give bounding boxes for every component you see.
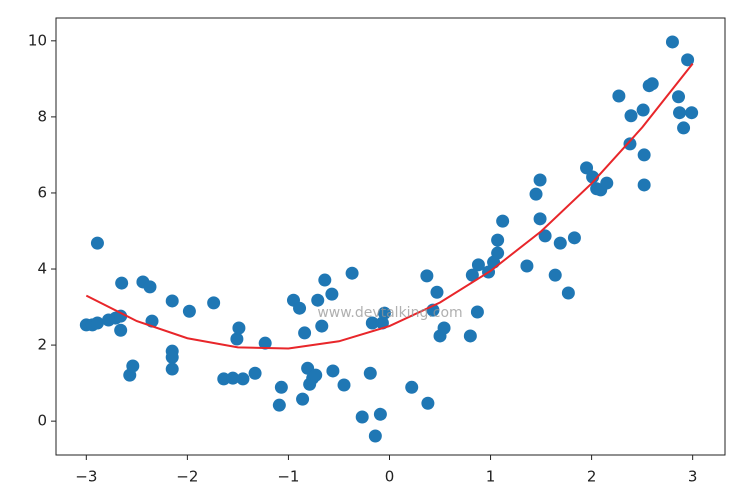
scatter-point [496,214,510,228]
scatter-point [248,366,262,380]
scatter-point [114,323,128,337]
scatter-point [90,236,104,250]
scatter-point [600,176,614,190]
scatter-point [315,319,329,333]
scatter-point [553,236,567,250]
scatter-point [463,329,477,343]
scatter-point [470,305,484,319]
scatter-point [471,258,485,272]
scatter-point [465,268,479,282]
scatter-point [561,286,575,300]
scatter-point [421,396,435,410]
y-tick-label: 6 [37,183,47,201]
x-tick-label: 3 [688,468,698,486]
scatter-point [326,364,340,378]
scatter-point [298,326,312,340]
scatter-point [533,173,547,187]
scatter-point [363,366,377,380]
scatter-point [226,371,240,385]
y-tick-label: 8 [37,107,47,125]
x-tick-label: −3 [75,468,97,486]
scatter-point [520,259,534,273]
y-tick-label: 2 [37,336,47,354]
scatter-point [165,350,179,364]
scatter-point [337,378,351,392]
scatter-point [673,106,687,120]
scatter-point [293,301,307,315]
scatter-point [586,170,600,184]
fit-line [85,63,694,350]
scatter-point [311,293,325,307]
scatter-point [491,233,505,247]
scatter-point [645,77,659,91]
scatter-point [420,269,434,283]
scatter-point [258,336,272,350]
y-tick-label: 10 [28,31,47,49]
x-tick-label: −2 [176,468,198,486]
scatter-point [115,276,129,290]
scatter-point [665,35,679,49]
scatter-point [232,321,246,335]
scatter-point [355,410,369,424]
scatter-point [114,309,128,323]
scatter-point [567,231,581,245]
x-tick-label: 1 [486,468,496,486]
scatter-point [325,287,339,301]
scatter-point [296,392,310,406]
scatter-point [538,229,552,243]
scatter-point [182,304,196,318]
scatter-point [637,178,651,192]
x-tick-label: 0 [385,468,395,486]
scatter-point [368,429,382,443]
scatter-point [272,398,286,412]
scatter-point [165,362,179,376]
scatter-point [677,121,691,135]
scatter-point [126,359,140,373]
scatter-point [377,306,391,320]
scatter-point [345,266,359,280]
scatter-point [309,368,323,382]
scatter-point [90,316,104,330]
scatter-point [165,294,179,308]
scatter-point [623,137,637,151]
watermark: www.devtalking.com [317,305,462,321]
plot-frame [55,17,726,456]
scatter-point [672,90,686,104]
scatter-point [437,321,451,335]
scatter-point [637,148,651,162]
scatter-point [612,89,626,103]
scatter-point [681,53,695,67]
scatter-point [580,161,594,175]
scatter-point [636,103,650,117]
scatter-point [533,212,547,226]
x-tick-label: −1 [277,468,299,486]
scatter-point [491,246,505,260]
scatter-point [207,296,221,310]
scatter-point [529,187,543,201]
scatter-point [365,316,379,330]
scatter-point [143,280,157,294]
scatter-point [548,268,562,282]
scatter-point [274,380,288,394]
scatter-point [318,273,332,287]
y-tick-label: 0 [37,412,47,430]
scatter-point [230,332,244,346]
scatter-point [405,380,419,394]
scatter-point [624,109,638,123]
scatter-point [685,106,699,120]
scatter-point [373,407,387,421]
y-tick-label: 4 [37,260,47,278]
x-tick-label: 2 [587,468,597,486]
scatter-point [236,372,250,386]
scatter-point [430,285,444,299]
